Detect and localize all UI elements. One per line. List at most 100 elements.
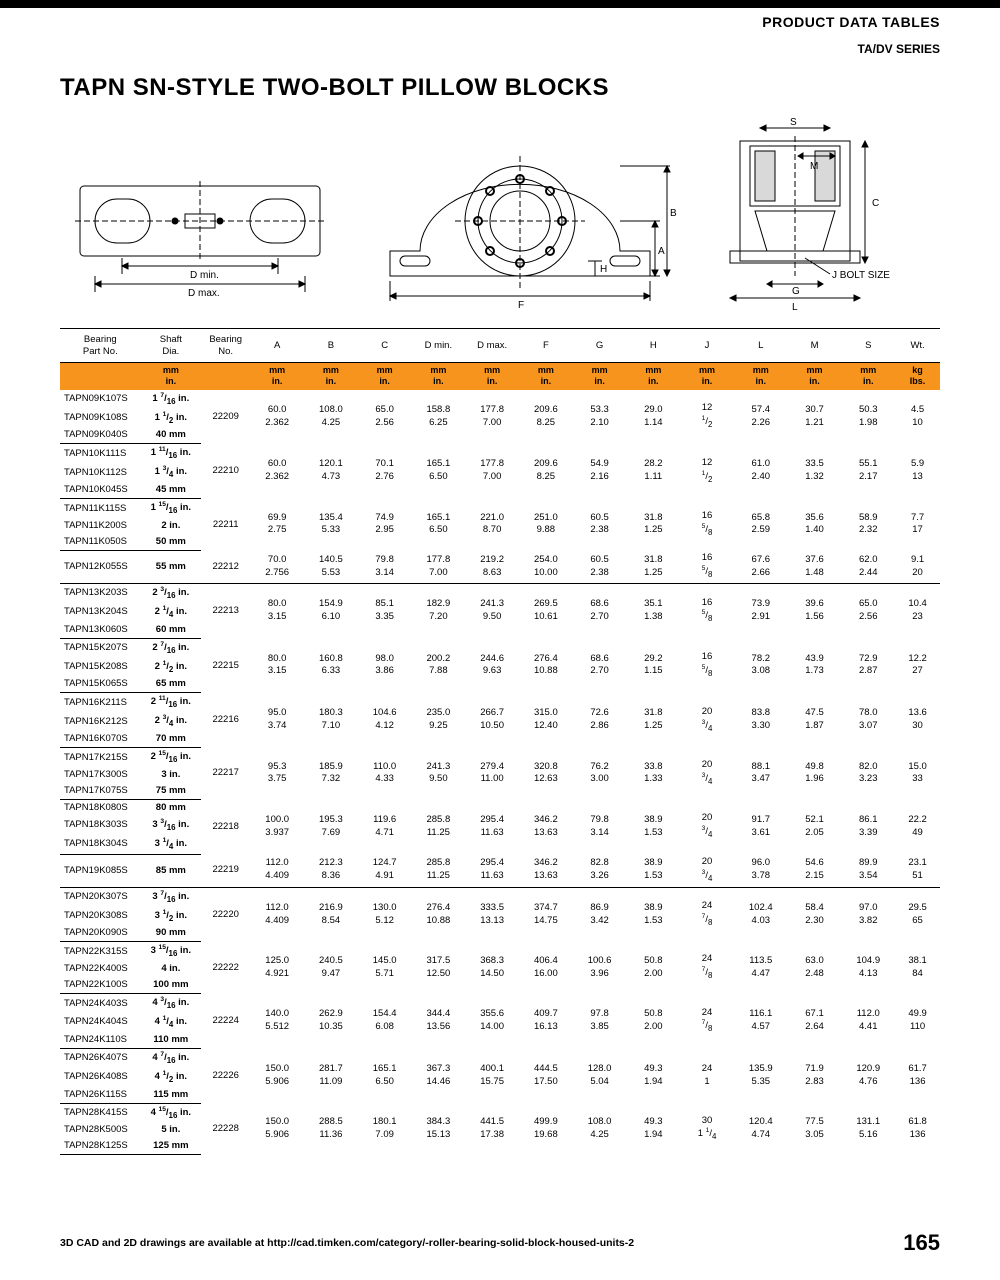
dim-cell: 53.32.10 bbox=[573, 389, 627, 444]
dim-cell: 54.92.16 bbox=[573, 444, 627, 499]
dim-cell: 124.74.91 bbox=[358, 854, 412, 887]
shaft-dia: 2 15/16 in. bbox=[141, 748, 201, 767]
table-row: TAPN19K085S85 mm22219112.04.409212.38.36… bbox=[60, 854, 940, 887]
dim-cell: 221.08.70 bbox=[465, 499, 519, 551]
part-no: TAPN13K203S bbox=[60, 583, 141, 602]
shaft-dia: 4 1/2 in. bbox=[141, 1068, 201, 1087]
dim-cell: 60.52.38 bbox=[573, 550, 627, 583]
col-header: J bbox=[680, 329, 734, 363]
dim-cell: 444.517.50 bbox=[519, 1048, 573, 1103]
page-title: TAPN SN-STYLE TWO-BOLT PILLOW BLOCKS bbox=[60, 74, 940, 102]
shaft-dia: 2 in. bbox=[141, 518, 201, 534]
series-label: TA/DV SERIES bbox=[0, 42, 940, 56]
unit-header: mmin. bbox=[250, 363, 304, 390]
part-no: TAPN15K065S bbox=[60, 676, 141, 692]
part-no: TAPN17K215S bbox=[60, 748, 141, 767]
dim-cell: 165/8 bbox=[680, 499, 734, 551]
part-no: TAPN11K200S bbox=[60, 518, 141, 534]
part-no: TAPN26K115S bbox=[60, 1087, 141, 1103]
part-no: TAPN16K211S bbox=[60, 693, 141, 712]
dim-cell: 95.03.74 bbox=[250, 693, 304, 748]
dim-cell: 195.37.69 bbox=[304, 799, 358, 854]
dim-cell: 266.710.50 bbox=[465, 693, 519, 748]
svg-text:H: H bbox=[600, 264, 607, 275]
dim-cell: 165.16.50 bbox=[412, 499, 466, 551]
part-no: TAPN13K204S bbox=[60, 603, 141, 622]
unit-header: mmin. bbox=[304, 363, 358, 390]
shaft-dia: 2 1/4 in. bbox=[141, 603, 201, 622]
dim-cell: 247/8 bbox=[680, 994, 734, 1049]
dim-cell: 55.12.17 bbox=[841, 444, 895, 499]
header-block: PRODUCT DATA TABLES TA/DV SERIES bbox=[0, 8, 1000, 56]
dim-cell: 5.913 bbox=[895, 444, 940, 499]
dim-cell: 89.93.54 bbox=[841, 854, 895, 887]
dim-cell: 22.249 bbox=[895, 799, 940, 854]
dim-cell: 50.82.00 bbox=[626, 994, 680, 1049]
part-no: TAPN28K415S bbox=[60, 1103, 141, 1122]
bearing-no: 22213 bbox=[201, 583, 250, 638]
shaft-dia: 3 15/16 in. bbox=[141, 942, 201, 961]
bearing-no: 22212 bbox=[201, 550, 250, 583]
shaft-dia: 5 in. bbox=[141, 1122, 201, 1138]
table-row: TAPN28K415S4 15/16 in.22228150.05.906288… bbox=[60, 1103, 940, 1122]
dim-cell: 150.05.906 bbox=[250, 1048, 304, 1103]
dim-cell: 54.62.15 bbox=[788, 854, 842, 887]
dim-cell: 63.02.48 bbox=[788, 942, 842, 994]
part-no: TAPN22K315S bbox=[60, 942, 141, 961]
dim-cell: 13.630 bbox=[895, 693, 940, 748]
part-no: TAPN10K112S bbox=[60, 463, 141, 482]
dim-cell: 135.95.35 bbox=[734, 1048, 788, 1103]
dim-cell: 140.05.512 bbox=[250, 994, 304, 1049]
table-row: TAPN11K115S1 15/16 in.2221169.92.75135.4… bbox=[60, 499, 940, 518]
dim-cell: 98.03.86 bbox=[358, 638, 412, 693]
svg-text:D max.: D max. bbox=[188, 288, 220, 299]
part-no: TAPN24K404S bbox=[60, 1013, 141, 1032]
bearing-no: 22211 bbox=[201, 499, 250, 551]
dim-cell: 72.62.86 bbox=[573, 693, 627, 748]
table-row: TAPN13K203S2 3/16 in.2221380.03.15154.96… bbox=[60, 583, 940, 602]
dim-cell: 219.28.63 bbox=[465, 550, 519, 583]
dim-cell: 285.811.25 bbox=[412, 854, 466, 887]
dim-cell: 82.03.23 bbox=[841, 748, 895, 800]
dim-cell: 4.510 bbox=[895, 389, 940, 444]
table-row: TAPN15K207S2 7/16 in.2221580.03.15160.86… bbox=[60, 638, 940, 657]
dim-cell: 165/8 bbox=[680, 550, 734, 583]
dim-cell: 80.03.15 bbox=[250, 583, 304, 638]
part-no: TAPN13K060S bbox=[60, 622, 141, 638]
dim-cell: 244.69.63 bbox=[465, 638, 519, 693]
dim-cell: 10.423 bbox=[895, 583, 940, 638]
dim-cell: 150.05.906 bbox=[250, 1103, 304, 1155]
dim-cell: 38.184 bbox=[895, 942, 940, 994]
dim-cell: 58.92.32 bbox=[841, 499, 895, 551]
dim-cell: 209.68.25 bbox=[519, 389, 573, 444]
part-no: TAPN11K050S bbox=[60, 534, 141, 550]
unit-header: mmin. bbox=[680, 363, 734, 390]
dim-cell: 70.12.76 bbox=[358, 444, 412, 499]
bearing-no: 22209 bbox=[201, 389, 250, 444]
dim-cell: 47.51.87 bbox=[788, 693, 842, 748]
table-row: TAPN18K080S80 mm22218100.03.937195.37.69… bbox=[60, 799, 940, 815]
dim-cell: 95.33.75 bbox=[250, 748, 304, 800]
bearing-no: 22222 bbox=[201, 942, 250, 994]
part-no: TAPN17K300S bbox=[60, 767, 141, 783]
dim-cell: 104.94.13 bbox=[841, 942, 895, 994]
shaft-dia: 4 7/16 in. bbox=[141, 1048, 201, 1067]
dim-cell: 60.02.362 bbox=[250, 444, 304, 499]
dim-cell: 295.411.63 bbox=[465, 854, 519, 887]
col-header: G bbox=[573, 329, 627, 363]
dim-cell: 110.04.33 bbox=[358, 748, 412, 800]
unit-header: kglbs. bbox=[895, 363, 940, 390]
dim-cell: 409.716.13 bbox=[519, 994, 573, 1049]
dim-cell: 73.92.91 bbox=[734, 583, 788, 638]
dim-cell: 140.55.53 bbox=[304, 550, 358, 583]
table-row: TAPN20K307S3 7/16 in.22220112.04.409216.… bbox=[60, 887, 940, 906]
dim-cell: 60.52.38 bbox=[573, 499, 627, 551]
dim-cell: 31.81.25 bbox=[626, 693, 680, 748]
part-no: TAPN18K303S bbox=[60, 816, 141, 835]
dim-cell: 97.83.85 bbox=[573, 994, 627, 1049]
dim-cell: 31.81.25 bbox=[626, 550, 680, 583]
col-header: S bbox=[841, 329, 895, 363]
dim-cell: 165.16.50 bbox=[412, 444, 466, 499]
dim-cell: 62.02.44 bbox=[841, 550, 895, 583]
dim-cell: 165.16.50 bbox=[358, 1048, 412, 1103]
